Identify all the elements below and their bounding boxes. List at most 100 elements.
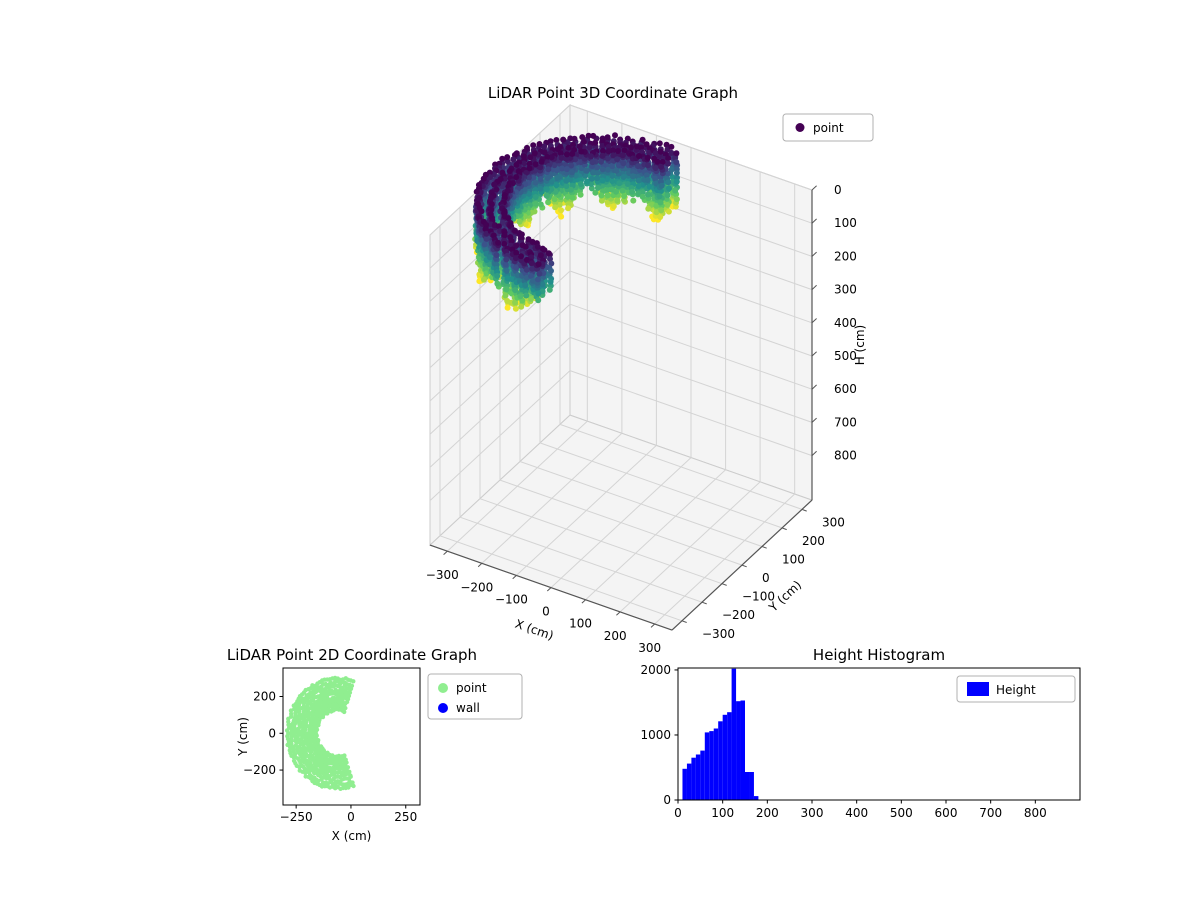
lidar-point-3d	[513, 264, 520, 271]
lidar-point-3d	[621, 147, 628, 154]
lidar-point-3d	[512, 287, 519, 294]
lidar-point-3d	[665, 155, 672, 162]
lidar-point-3d	[503, 256, 510, 263]
lidar-point-3d	[499, 155, 506, 162]
lidar-point-3d	[478, 208, 485, 215]
grid-line	[559, 423, 803, 510]
lidar-point-3d	[544, 174, 551, 181]
lidar-point-3d	[588, 175, 595, 182]
lidar-point-3d	[501, 240, 508, 247]
grid-line	[569, 204, 813, 291]
lidar-point-3d	[598, 197, 605, 204]
lidar-point-3d	[563, 177, 570, 184]
lidar-point-3d	[532, 179, 539, 186]
z-tick-label: 100	[834, 216, 857, 230]
lidar-point-3d	[629, 188, 636, 195]
lidar-point-3d	[528, 273, 534, 279]
legend-hist-label: Height	[996, 683, 1036, 697]
lidar-point-3d	[558, 165, 565, 172]
lidar-point-3d	[553, 137, 560, 143]
lidar-point-3d	[578, 148, 585, 155]
lidar-point-3d	[665, 208, 672, 215]
lidar-point-3d	[658, 207, 665, 214]
tick-mark	[781, 527, 787, 531]
lidar-point-3d	[513, 249, 520, 256]
lidar-point-3d	[513, 161, 520, 168]
lidar-point-3d	[544, 154, 551, 160]
lidar-point-3d	[576, 143, 583, 150]
legend-2d-box	[427, 673, 523, 720]
lidar-point-3d	[558, 207, 564, 214]
lidar-point-3d	[604, 155, 611, 162]
x-tick-label: −100	[495, 592, 528, 606]
hist-bar	[691, 757, 696, 800]
lidar-point-3d	[516, 218, 523, 225]
lidar-point-3d	[518, 303, 525, 310]
hist-bar	[682, 768, 687, 800]
lidar-point-3d	[620, 160, 627, 167]
x-tick-label: 800	[1024, 806, 1047, 820]
lidar-point-3d	[532, 161, 539, 168]
lidar-point-3d	[523, 292, 530, 299]
lidar-point-3d	[584, 178, 590, 185]
z-tick-label: 700	[834, 415, 857, 429]
lidar-point-3d	[673, 159, 680, 166]
grid-line	[499, 479, 743, 566]
tick-mark	[811, 218, 817, 224]
lidar-point-3d	[534, 243, 541, 250]
grid-line	[569, 370, 813, 457]
lidar-point-3d	[620, 174, 627, 180]
lidar-point-3d	[502, 292, 509, 299]
lidar-point-2d	[344, 760, 349, 765]
lidar-point-3d	[556, 201, 563, 208]
tick-mark	[616, 611, 621, 616]
lidar-point-3d	[522, 243, 529, 250]
lidar-point-3d	[528, 260, 535, 267]
lidar-point-3d	[541, 149, 548, 156]
tick-mark	[811, 417, 817, 423]
lidar-point-3d	[554, 146, 561, 153]
tick-mark	[512, 575, 517, 580]
hist-bar	[736, 701, 741, 800]
z-tick-label: 400	[834, 316, 857, 330]
lidar-point-3d	[548, 154, 555, 161]
lidar-point-3d	[605, 148, 612, 155]
x-axis-label: X (cm)	[513, 617, 555, 643]
grid-line	[459, 516, 703, 603]
lidar-point-3d	[499, 219, 506, 226]
hist-bar	[731, 668, 737, 800]
lidar-point-3d	[652, 175, 659, 182]
lidar-point-3d	[493, 252, 500, 258]
lidar-point-3d	[598, 192, 605, 199]
hist-bar	[713, 728, 719, 800]
lidar-point-3d	[594, 184, 601, 191]
lidar-point-3d	[565, 205, 572, 212]
lidar-point-3d	[530, 142, 537, 149]
lidar-point-3d	[666, 185, 672, 192]
lidar-point-3d	[548, 267, 554, 274]
lidar-point-3d	[522, 221, 529, 228]
lidar-point-3d	[570, 141, 577, 148]
lidar-point-3d	[569, 150, 576, 157]
lidar-point-3d	[599, 166, 606, 173]
lidar-point-3d	[569, 169, 575, 176]
tick-mark	[811, 450, 817, 456]
grid-line	[429, 337, 571, 468]
lidar-point-3d	[515, 207, 522, 214]
lidar-point-3d	[613, 167, 620, 174]
lidar-point-3d	[482, 226, 489, 233]
x-tick-label: −300	[426, 568, 459, 582]
lidar-point-3d	[610, 203, 617, 210]
lidar-point-3d	[568, 162, 575, 169]
grid-line	[569, 237, 813, 324]
lidar-point-3d	[495, 239, 502, 246]
lidar-point-3d	[644, 177, 651, 183]
lidar-point-3d	[526, 165, 533, 172]
lidar-point-3d	[619, 152, 626, 159]
y-tick-label: 200	[802, 534, 825, 548]
legend-2d-wall-marker	[438, 703, 448, 713]
lidar-point-3d	[645, 205, 652, 212]
hist-bar	[718, 721, 723, 800]
lidar-point-3d	[538, 158, 545, 165]
lidar-point-3d	[657, 199, 664, 206]
